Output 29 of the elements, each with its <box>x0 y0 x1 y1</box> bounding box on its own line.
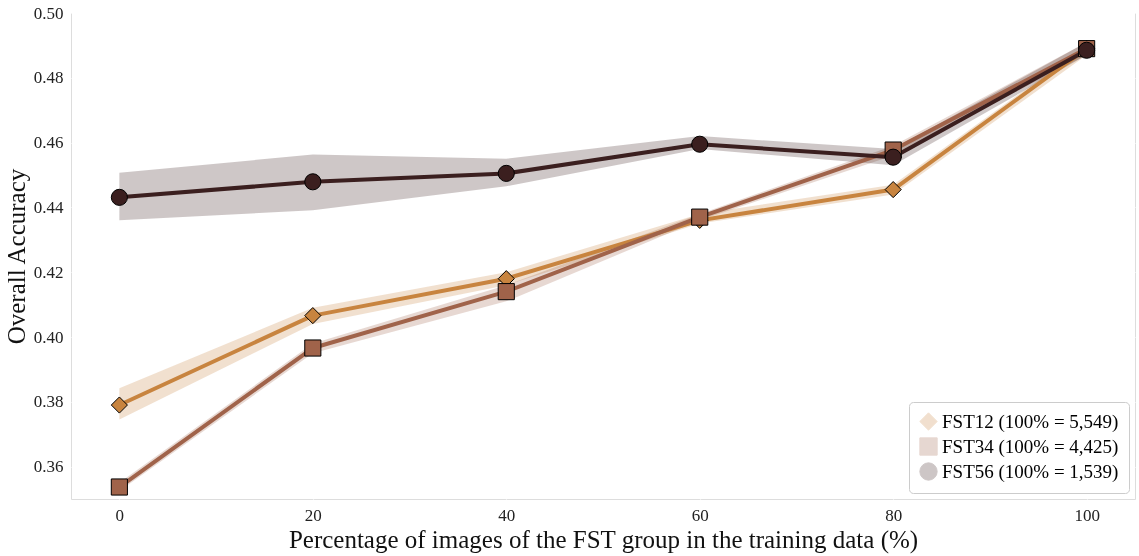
x-tick-label: 60 <box>691 505 709 525</box>
point <box>304 339 322 357</box>
point <box>304 173 322 191</box>
y-tick-label: 0.40 <box>33 327 64 347</box>
y-tick-label: 0.48 <box>33 68 64 88</box>
point <box>884 148 902 166</box>
point <box>497 164 515 182</box>
point <box>691 135 709 153</box>
legend-label: FST56 (100% = 1,539) <box>942 460 1119 483</box>
x-tick-label: 20 <box>304 505 322 525</box>
x-tick-label: 80 <box>885 505 903 525</box>
y-tick-label: 0.46 <box>33 133 64 153</box>
y-tick-label: 0.44 <box>33 197 64 217</box>
y-tick-label: 0.38 <box>33 392 64 412</box>
y-tick-label: 0.36 <box>33 457 64 477</box>
y-tick-label: 0.50 <box>33 3 64 23</box>
x-tick-label: 40 <box>498 505 516 525</box>
point <box>110 396 128 414</box>
x-tick-label: 0 <box>115 505 125 525</box>
y-axis-title: Overall Accuracy <box>2 168 30 345</box>
x-tick-label: 100 <box>1074 505 1100 525</box>
point <box>110 478 128 496</box>
x-axis-title: Percentage of images of the FST group in the training data (%) <box>288 525 919 554</box>
point <box>497 283 515 301</box>
y-tick-label: 0.42 <box>33 262 64 282</box>
point <box>110 188 128 206</box>
legend-label: FST12 (100% = 5,549) <box>942 410 1119 433</box>
point <box>304 307 322 325</box>
legend-label: FST34 (100% = 4,425) <box>942 435 1119 458</box>
